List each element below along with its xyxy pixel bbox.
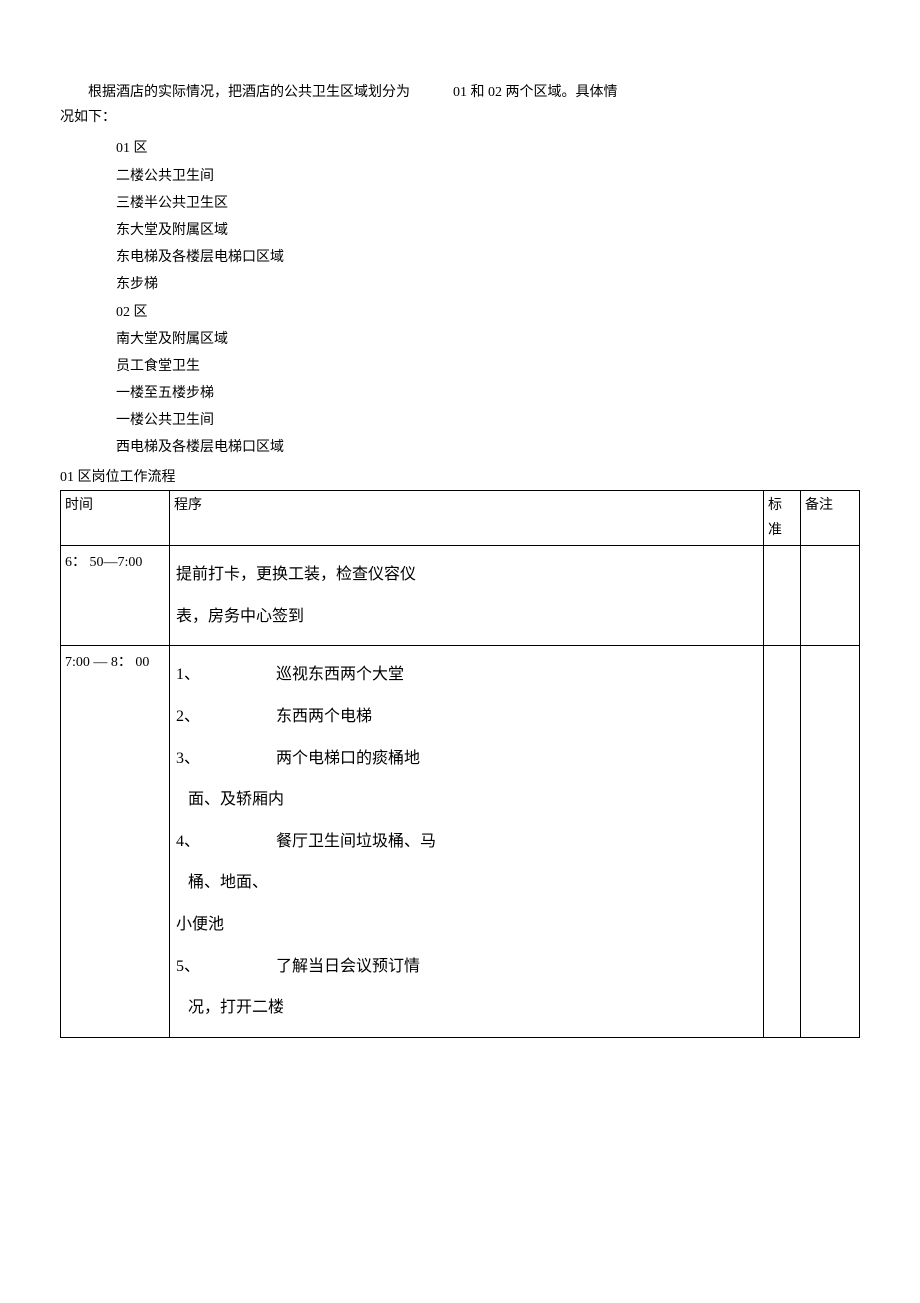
cell-std [764,546,801,646]
cell-time: 6： 50—7:00 [61,546,170,646]
zone02-item: 西电梯及各楼层电梯口区域 [116,435,860,460]
zone01-item: 三楼半公共卫生区 [116,191,860,216]
zone01-block: 01 区 二楼公共卫生间 三楼半公共卫生区 东大堂及附属区域 东电梯及各楼层电梯… [116,136,860,460]
cell-note [801,646,860,1037]
cell-proc: 提前打卡，更换工装，检查仪容仪 表，房务中心签到 [170,546,764,646]
proc-line: 提前打卡，更换工装，检查仪容仪 [176,554,757,596]
proc-line: 况，打开二楼 [176,987,757,1029]
proc-line: 4、 餐厅卫生间垃圾桶、马 [176,821,757,863]
header-proc: 程序 [170,490,764,545]
zone02-item: 南大堂及附属区域 [116,327,860,352]
zone01-item: 二楼公共卫生间 [116,164,860,189]
proc-line: 1、 巡视东西两个大堂 [176,654,757,696]
header-time: 时间 [61,490,170,545]
table-row: 7:00 — 8： 00 1、 巡视东西两个大堂 2、 东西两个电梯 3、 两个… [61,646,860,1037]
proc-line: 表，房务中心签到 [176,596,757,638]
proc-line: 小便池 [176,904,757,946]
proc-line: 面、及轿厢内 [176,779,757,821]
zone01-item: 东电梯及各楼层电梯口区域 [116,245,860,270]
zone02-item: 一楼公共卫生间 [116,408,860,433]
table-row: 6： 50—7:00 提前打卡，更换工装，检查仪容仪 表，房务中心签到 [61,546,860,646]
zone01-title: 01 区 [116,136,860,161]
zone02-title: 02 区 [116,300,860,325]
cell-std [764,646,801,1037]
cell-proc: 1、 巡视东西两个大堂 2、 东西两个电梯 3、 两个电梯口的痰桶地 面、及轿厢… [170,646,764,1037]
proc-line: 5、 了解当日会议预订情 [176,946,757,988]
intro-paragraph: 根据酒店的实际情况，把酒店的公共卫生区域划分为 01 和 02 两个区域。具体情… [60,80,860,130]
table-title: 01 区岗位工作流程 [60,465,860,490]
zone01-item: 东大堂及附属区域 [116,218,860,243]
header-note: 备注 [801,490,860,545]
intro-text-c: 况如下： [60,105,860,130]
zone01-item: 东步梯 [116,272,860,297]
cell-time: 7:00 — 8： 00 [61,646,170,1037]
table-header-row: 时间 程序 标 准 备注 [61,490,860,545]
zone02-item: 一楼至五楼步梯 [116,381,860,406]
intro-text-a: 根据酒店的实际情况，把酒店的公共卫生区域划分为 [88,85,410,100]
proc-line: 3、 两个电梯口的痰桶地 [176,738,757,780]
cell-note [801,546,860,646]
workflow-table: 时间 程序 标 准 备注 6： 50—7:00 提前打卡，更换工装，检查仪容仪 … [60,490,860,1038]
zone02-item: 员工食堂卫生 [116,354,860,379]
header-std: 标 准 [764,490,801,545]
intro-text-b: 01 和 02 两个区域。具体情 [453,85,618,100]
proc-line: 2、 东西两个电梯 [176,696,757,738]
proc-line: 桶、地面、 [176,862,757,904]
